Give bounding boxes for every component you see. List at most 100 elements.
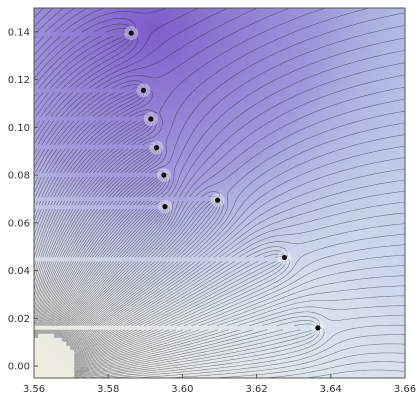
contour-line	[34, 208, 56, 334]
contour-line	[212, 352, 405, 378]
contour-line	[74, 233, 405, 374]
contour-line	[74, 110, 405, 365]
x-tick-label: 3.62	[245, 384, 267, 395]
x-axis: 3.56 3.58 3.60 3.62 3.64 3.66	[23, 374, 416, 395]
contour-line	[74, 190, 405, 371]
contour-line	[74, 86, 405, 363]
contour-line	[71, 8, 170, 351]
contour-line	[34, 92, 134, 342]
contour-line	[78, 295, 405, 378]
y-tick-label: 0.06	[8, 218, 30, 229]
x-tick-label: 3.66	[394, 384, 416, 395]
purple-field	[34, 8, 405, 378]
data-point	[315, 325, 321, 331]
contour-line	[38, 200, 71, 334]
contour-line	[34, 120, 114, 338]
contour-line	[74, 8, 229, 351]
plot-frame	[33, 7, 406, 379]
data-point	[140, 87, 147, 93]
contour-line	[34, 208, 43, 338]
contour-line	[34, 176, 80, 334]
y-tick-label: 0.02	[8, 314, 30, 325]
data-point	[281, 254, 288, 261]
contour-line	[74, 8, 290, 353]
contour-line	[74, 212, 405, 373]
contour-line	[74, 8, 326, 355]
contour-line	[34, 148, 95, 334]
contour-line	[34, 261, 39, 332]
data-point	[153, 145, 160, 151]
y-axis: 0.00 0.02 0.04 0.06 0.08 0.10 0.12 0.14	[8, 27, 38, 373]
contour-line	[86, 305, 405, 378]
contour-line	[133, 320, 405, 378]
y-tick-label: 0.12	[8, 75, 30, 86]
contour-line	[37, 120, 124, 338]
contour-line	[73, 8, 199, 351]
contour-line	[41, 176, 92, 334]
contour-line	[74, 25, 405, 358]
contour-line	[74, 50, 405, 360]
contour-line	[34, 120, 118, 338]
x-tick-label: 3.60	[171, 384, 193, 395]
contour-line	[34, 35, 148, 343]
contour-line	[74, 223, 405, 373]
contour-line	[34, 35, 154, 346]
contour-line	[38, 148, 108, 338]
data-point	[162, 204, 168, 210]
y-tick-label: 0.10	[8, 123, 30, 134]
contour-line	[39, 200, 74, 334]
contour-line	[74, 275, 405, 378]
contour-line	[35, 176, 86, 334]
y-tick-label: 0.08	[8, 171, 30, 182]
contour-line	[74, 179, 405, 370]
contour-line	[34, 8, 162, 347]
contour-line	[74, 37, 405, 359]
contour-line	[34, 35, 144, 342]
x-tick-label: 3.64	[320, 384, 342, 395]
point-markers	[124, 26, 325, 335]
contour-lines	[34, 8, 405, 378]
contour-line	[34, 208, 51, 338]
x-tick-label: 3.56	[23, 384, 45, 395]
data-point	[128, 30, 134, 36]
contour-line	[34, 176, 83, 334]
contour-line	[45, 8, 165, 348]
contour-line	[74, 12, 405, 357]
contour-line	[34, 148, 98, 335]
contour-line	[74, 62, 405, 361]
data-point	[148, 116, 154, 122]
contour-line	[74, 256, 405, 377]
contour-line	[34, 148, 102, 337]
contour-line	[34, 92, 131, 340]
contour-line	[34, 8, 160, 347]
contour-line	[34, 208, 53, 334]
contour-line	[34, 36, 138, 342]
contour-line	[74, 157, 405, 368]
contour-line	[74, 253, 405, 376]
y-tick-label: 0.00	[8, 362, 30, 373]
contour-line	[166, 323, 405, 378]
contour-line	[74, 244, 405, 375]
contour-line	[96, 311, 405, 378]
contour-line	[74, 285, 405, 378]
contour-line	[41, 120, 128, 339]
contour-line	[36, 200, 65, 334]
data-point	[161, 172, 167, 178]
data-point	[215, 197, 221, 203]
contour-line	[74, 145, 405, 367]
x-tick-label: 3.58	[97, 384, 119, 395]
contour-line	[74, 168, 405, 369]
contour-line	[74, 74, 405, 362]
contour-line	[35, 148, 105, 338]
contour-line	[37, 200, 68, 334]
contour-line	[74, 134, 405, 366]
contour-line	[38, 176, 89, 334]
contour-line	[62, 8, 168, 351]
contour-line	[34, 36, 141, 342]
contour-line	[34, 120, 121, 338]
y-tick-label: 0.14	[8, 27, 30, 38]
contour-line	[74, 122, 405, 366]
y-tick-label: 0.04	[8, 266, 30, 277]
